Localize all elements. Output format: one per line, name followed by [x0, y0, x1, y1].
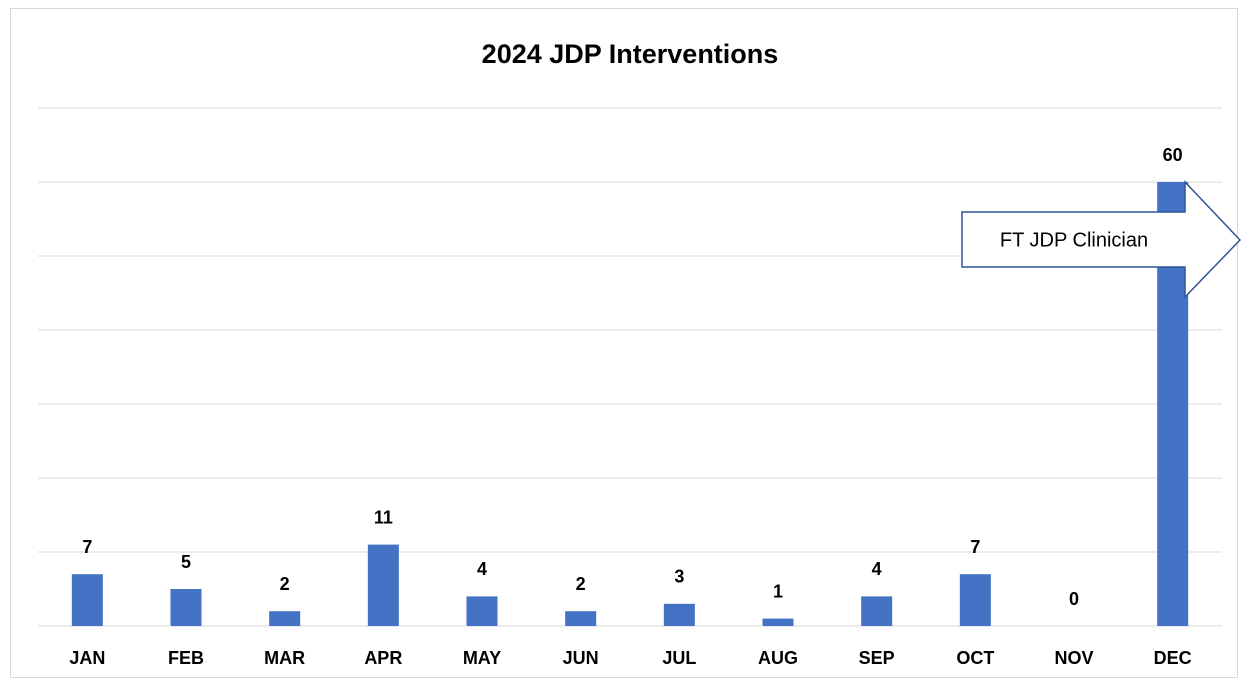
data-label: 1 [773, 581, 783, 601]
data-label: 2 [576, 574, 586, 594]
bar [170, 589, 202, 626]
chart-title: 2024 JDP Interventions [482, 39, 779, 69]
bar [565, 611, 597, 626]
bar [71, 574, 103, 626]
data-label: 4 [477, 559, 487, 579]
data-label: 3 [674, 567, 684, 587]
data-label: 11 [374, 507, 393, 527]
x-tick-label: JAN [69, 648, 105, 668]
data-label: 60 [1163, 145, 1183, 165]
x-tick-label: APR [364, 648, 402, 668]
bar [959, 574, 991, 626]
data-label: 5 [181, 552, 191, 572]
annotation-arrow [961, 180, 1242, 299]
x-tick-label: SEP [859, 648, 895, 668]
bar [762, 618, 794, 626]
x-tick-label: AUG [758, 648, 798, 668]
chart-border [10, 8, 1238, 678]
bar [466, 596, 498, 626]
data-label: 0 [1069, 589, 1079, 609]
annotation: FT JDP Clinician [1000, 229, 1148, 251]
bar [861, 596, 893, 626]
data-label: 7 [970, 537, 980, 557]
x-tick-label: JUL [662, 648, 696, 668]
x-tick-label: MAY [463, 648, 501, 668]
data-label: 4 [872, 559, 882, 579]
x-tick-label: MAR [264, 648, 305, 668]
bar [367, 544, 399, 626]
data-label: 7 [82, 537, 92, 557]
bar [269, 611, 301, 626]
bar [663, 603, 695, 626]
x-tick-label: NOV [1054, 648, 1093, 668]
x-tick-label: FEB [168, 648, 204, 668]
x-tick-label: OCT [956, 648, 994, 668]
x-tick-label: DEC [1154, 648, 1192, 668]
data-label: 2 [280, 574, 290, 594]
x-tick-label: JUN [563, 648, 599, 668]
